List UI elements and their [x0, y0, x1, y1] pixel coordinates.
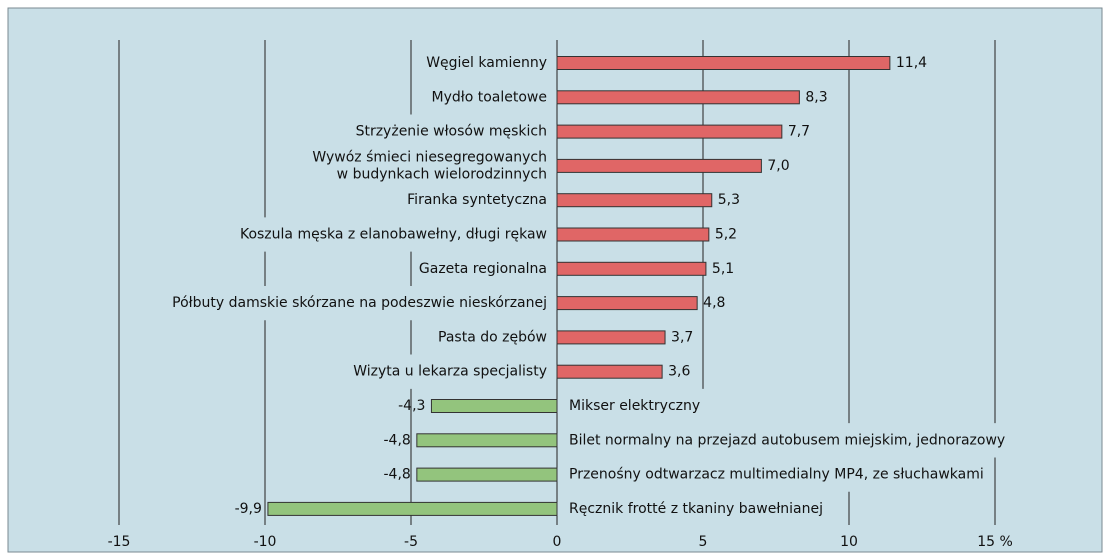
value-label: 5,1: [712, 261, 734, 277]
value-label: 11,4: [896, 55, 927, 71]
bar: [556, 296, 698, 311]
category-label: Półbuty damskie skórzane na podeszwie ni…: [172, 295, 547, 311]
x-tick-label: -5: [404, 534, 418, 550]
chart-background: [7, 7, 1103, 553]
category-label: Przenośny odtwarzacz multimedialny MP4, …: [569, 467, 984, 483]
value-label: 3,6: [668, 364, 690, 380]
category-label: Mikser elektryczny: [569, 398, 700, 414]
value-label: 3,7: [671, 329, 693, 345]
bar: [556, 330, 666, 345]
value-label: -4,8: [384, 467, 411, 483]
bar: [556, 158, 762, 173]
value-label: -4,3: [398, 398, 425, 414]
value-label: -4,8: [384, 432, 411, 448]
x-tick-label: 10: [840, 534, 858, 550]
value-label: 7,7: [788, 124, 810, 140]
category-label: Wizyta u lekarza specjalisty: [353, 364, 547, 380]
value-label: 5,2: [715, 227, 737, 243]
category-label: Strzyżenie włosów męskich: [356, 124, 547, 140]
value-label: 4,8: [703, 295, 725, 311]
value-label: 5,3: [718, 192, 740, 208]
category-label: Mydło toaletowe: [432, 89, 548, 105]
bar: [556, 124, 783, 139]
x-tick-label: 15 %: [977, 534, 1013, 550]
bar: [430, 399, 558, 413]
x-tick-label: 5: [699, 534, 708, 550]
bar: [556, 364, 663, 379]
category-label: Ręcznik frotté z tkaniny bawełnianej: [569, 501, 823, 517]
value-label: 7,0: [767, 158, 789, 174]
bar: [556, 227, 710, 242]
category-label: Gazeta regionalna: [419, 261, 547, 277]
category-label: Firanka syntetyczna: [407, 192, 547, 208]
category-label: Wywóz śmieci niesegregowanych w budynkach…: [312, 149, 547, 182]
value-label: 8,3: [805, 89, 827, 105]
bar: [416, 467, 558, 482]
category-label: Pasta do zębów: [438, 329, 547, 345]
value-label: -9,9: [235, 501, 262, 517]
bar: [556, 261, 707, 276]
x-tick-label: 0: [553, 534, 562, 550]
x-tick-label: -15: [108, 534, 131, 550]
bar: [556, 90, 800, 105]
bar: [556, 56, 891, 70]
category-label: Bilet normalny na przejazd autobusem mie…: [569, 432, 1005, 448]
bar: [556, 193, 713, 208]
bar: [416, 433, 558, 448]
bar: [267, 501, 558, 516]
category-label: Koszula męska z elanobawełny, długi ręka…: [240, 227, 547, 243]
category-label: Węgiel kamienny: [426, 55, 547, 71]
x-tick-label: -10: [254, 534, 277, 550]
